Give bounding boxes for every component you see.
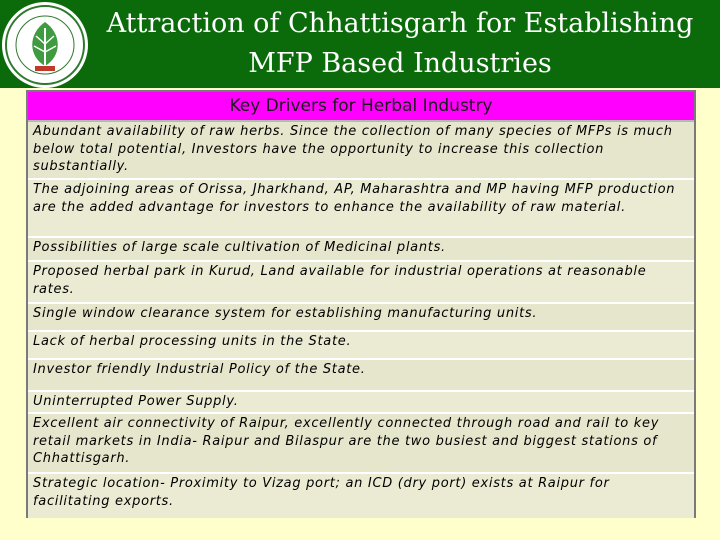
table-row: Lack of herbal processing units in the S…: [28, 332, 694, 360]
logo: [2, 2, 88, 88]
table-row: Excellent air connectivity of Raipur, ex…: [28, 414, 694, 474]
drivers-table: Key Drivers for Herbal Industry Abundant…: [26, 90, 696, 518]
title-line-2: MFP Based Industries: [248, 48, 552, 79]
leaf-emblem-icon: [5, 5, 85, 85]
table-row: Strategic location- Proximity to Vizag p…: [28, 474, 694, 518]
table-row: Possibilities of large scale cultivation…: [28, 238, 694, 262]
page-title: Attraction of Chhattisgarh for Establish…: [100, 4, 700, 84]
title-banner: Attraction of Chhattisgarh for Establish…: [0, 0, 720, 88]
table-row: Investor friendly Industrial Policy of t…: [28, 360, 694, 392]
table-row: Single window clearance system for estab…: [28, 304, 694, 332]
table-row: Uninterrupted Power Supply.: [28, 392, 694, 414]
table-row: The adjoining areas of Orissa, Jharkhand…: [28, 180, 694, 238]
table-heading: Key Drivers for Herbal Industry: [28, 92, 694, 122]
title-line-1: Attraction of Chhattisgarh for Establish…: [106, 8, 694, 39]
table-row: Proposed herbal park in Kurud, Land avai…: [28, 262, 694, 304]
table-row: Abundant availability of raw herbs. Sinc…: [28, 122, 694, 180]
